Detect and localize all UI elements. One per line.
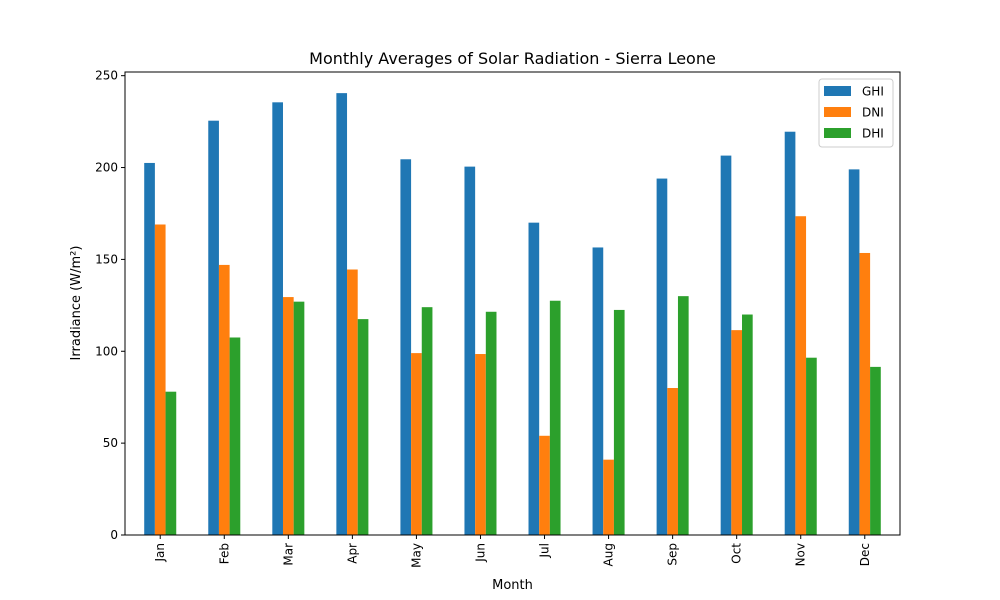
legend-label-dni: DNI [862,106,884,120]
y-tick-label: 200 [95,161,118,175]
bar-ghi-aug [592,247,604,536]
bar-ghi-feb [208,120,219,536]
bar-dhi-sep [677,296,689,535]
y-axis: 0 50 100 150 200 250 [95,69,125,542]
bar-ghi-nov [784,131,796,536]
bar-ghi-apr [336,93,348,535]
chart-title: Monthly Averages of Solar Radiation - Si… [309,49,716,68]
bar-dhi-may [421,307,433,535]
x-tick-label-mar: Mar [281,543,295,566]
x-tick-label-jun: Jun [473,543,487,563]
bar-dhi-dec [870,366,881,535]
bar-ghi-jan [144,162,155,536]
bar-dhi-mar [293,301,305,535]
bar-ghi-may [400,159,412,535]
bar-dhi-jul [549,300,561,535]
bar-dni-dec [859,252,871,535]
y-axis-label: Irradiance (W/m²) [69,246,84,361]
bar-dhi-feb [229,337,241,535]
x-tick-label-feb: Feb [217,543,231,564]
x-tick-label-nov: Nov [794,543,808,566]
bar-dni-jul [539,435,550,535]
bar-ghi-sep [656,178,668,536]
bar-dni-sep [667,388,678,535]
bar-dhi-jun [485,311,497,535]
bar-dhi-aug [613,309,625,535]
legend-swatch-dhi [824,128,851,138]
bars-layer [144,93,881,536]
bar-dni-oct [731,330,743,535]
legend-swatch-ghi [824,86,851,96]
legend-label-dhi: DHI [862,127,884,141]
bar-dni-may [411,353,422,535]
bar-ghi-jul [528,222,540,535]
bar-ghi-dec [848,169,860,535]
x-axis: Jan Feb Mar Apr May Jun Jul Aug Sep Oct Nov Dec [153,535,872,568]
bar-dhi-nov [806,357,817,535]
x-tick-label-aug: Aug [602,543,616,566]
legend-label-ghi: GHI [862,85,884,99]
bar-ghi-jun [464,166,476,535]
y-tick-label: 250 [95,69,118,83]
bar-dhi-jan [165,391,177,535]
y-tick-label: 0 [110,528,118,542]
bar-dni-feb [218,264,230,535]
bar-ghi-mar [272,102,283,535]
x-tick-label-oct: Oct [730,543,744,564]
x-tick-label-apr: Apr [345,543,359,564]
plot-frame [124,71,901,536]
y-tick-label: 100 [95,344,118,358]
legend: GHI DNI DHI [818,78,894,148]
x-tick-label-sep: Sep [666,543,680,566]
bar-dni-nov [795,216,807,535]
bar-dhi-apr [357,319,369,535]
bar-dni-mar [282,297,294,535]
bar-dni-jan [154,224,166,535]
bar-dni-aug [603,459,614,535]
legend-swatch-dni [824,107,851,117]
bar-dni-apr [347,269,358,535]
x-axis-label: Month [492,578,533,593]
bar-dni-jun [475,354,486,535]
x-tick-label-jul: Jul [538,543,552,558]
bar-dhi-oct [742,314,753,535]
y-tick-label: 50 [103,436,118,450]
x-tick-label-dec: Dec [858,543,872,566]
x-tick-label-may: May [409,543,423,568]
bar-ghi-oct [720,155,732,535]
x-tick-label-jan: Jan [153,543,167,563]
y-tick-label: 150 [95,252,118,266]
